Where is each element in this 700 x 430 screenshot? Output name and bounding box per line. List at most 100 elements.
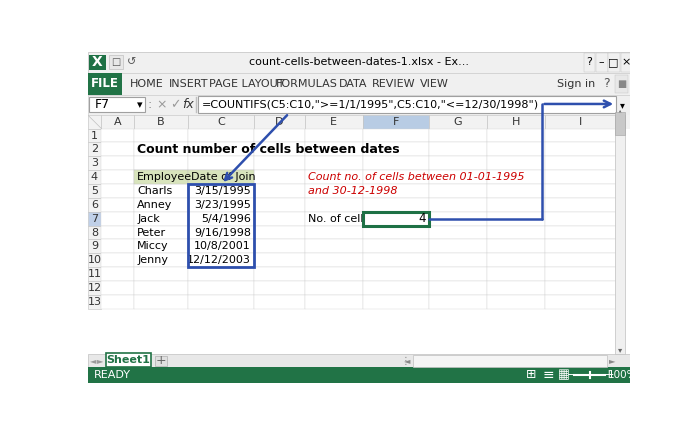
- Bar: [106, 353, 151, 367]
- Text: 100%: 100%: [608, 370, 637, 380]
- Text: –: –: [598, 57, 604, 68]
- Bar: [584, 53, 595, 72]
- Bar: [545, 170, 616, 184]
- Bar: [486, 267, 545, 281]
- Bar: [621, 53, 632, 72]
- Text: 9/16/1998: 9/16/1998: [194, 227, 251, 237]
- Bar: [486, 157, 545, 170]
- Bar: [615, 112, 624, 135]
- Bar: [486, 115, 545, 129]
- Bar: [304, 129, 363, 142]
- Bar: [134, 184, 188, 198]
- Text: HOME: HOME: [130, 79, 163, 89]
- Bar: [134, 267, 188, 281]
- Bar: [89, 55, 106, 70]
- Text: H: H: [512, 117, 520, 127]
- Text: ✓: ✓: [170, 98, 181, 111]
- Bar: [134, 142, 188, 157]
- Text: G: G: [454, 117, 462, 127]
- Bar: [88, 295, 102, 309]
- Bar: [188, 170, 254, 184]
- Bar: [363, 226, 428, 240]
- Text: READY: READY: [94, 370, 131, 380]
- Bar: [188, 142, 254, 157]
- Bar: [134, 295, 188, 309]
- Text: 2: 2: [91, 144, 98, 154]
- Text: ≡: ≡: [542, 368, 554, 382]
- Bar: [254, 212, 304, 226]
- Bar: [254, 295, 304, 309]
- Bar: [363, 115, 428, 129]
- Text: 5/4/1996: 5/4/1996: [201, 214, 251, 224]
- Bar: [88, 142, 102, 157]
- Bar: [102, 212, 134, 226]
- Bar: [88, 52, 630, 73]
- Bar: [428, 281, 486, 295]
- Text: ×: ×: [157, 98, 167, 111]
- Text: ×: ×: [622, 57, 631, 68]
- Bar: [88, 73, 630, 95]
- Text: 8: 8: [91, 227, 98, 237]
- Bar: [428, 115, 486, 129]
- Bar: [545, 253, 616, 267]
- Text: ?: ?: [603, 77, 610, 90]
- Bar: [88, 129, 102, 142]
- Bar: [102, 267, 134, 281]
- Bar: [134, 281, 188, 295]
- Bar: [304, 115, 363, 129]
- Text: Count no. of cells between 01-01-1995: Count no. of cells between 01-01-1995: [307, 172, 524, 182]
- Text: ►: ►: [609, 356, 615, 365]
- Bar: [188, 240, 254, 253]
- Text: PAGE LAYOUT: PAGE LAYOUT: [209, 79, 284, 89]
- Text: 3/23/1995: 3/23/1995: [194, 200, 251, 210]
- Text: 4: 4: [418, 212, 426, 225]
- Bar: [363, 198, 428, 212]
- Bar: [545, 129, 616, 142]
- Bar: [428, 142, 486, 157]
- Bar: [428, 295, 486, 309]
- Bar: [428, 198, 486, 212]
- Bar: [188, 212, 254, 226]
- Bar: [102, 115, 134, 129]
- Bar: [188, 267, 254, 281]
- Bar: [413, 355, 607, 366]
- Text: FORMULAS: FORMULAS: [276, 79, 338, 89]
- Text: +: +: [604, 369, 615, 381]
- Bar: [134, 170, 188, 184]
- Text: ◄: ◄: [405, 356, 411, 365]
- Bar: [109, 55, 123, 69]
- Bar: [304, 281, 363, 295]
- Text: X: X: [92, 55, 103, 69]
- Bar: [363, 253, 428, 267]
- Bar: [89, 97, 145, 112]
- Text: fx: fx: [183, 98, 194, 111]
- Bar: [304, 253, 363, 267]
- Bar: [254, 115, 304, 129]
- Bar: [188, 129, 254, 142]
- Bar: [88, 198, 102, 212]
- Text: □: □: [608, 57, 619, 68]
- Bar: [88, 115, 630, 129]
- Text: E: E: [330, 117, 337, 127]
- Bar: [188, 198, 254, 212]
- Bar: [102, 157, 134, 170]
- Bar: [126, 55, 137, 69]
- Bar: [102, 184, 134, 198]
- Bar: [428, 253, 486, 267]
- Bar: [304, 142, 363, 157]
- Bar: [88, 115, 102, 129]
- Text: Charls: Charls: [137, 186, 172, 196]
- Bar: [304, 184, 363, 198]
- Bar: [363, 267, 428, 281]
- Text: B: B: [158, 117, 165, 127]
- Text: count-cells-between-dates-1.xlsx - Ex...: count-cells-between-dates-1.xlsx - Ex...: [248, 57, 469, 68]
- Text: ■: ■: [617, 79, 626, 89]
- Bar: [304, 295, 363, 309]
- Bar: [428, 129, 486, 142]
- Text: ◄: ◄: [90, 356, 97, 365]
- Bar: [254, 184, 304, 198]
- Text: INSERT: INSERT: [169, 79, 208, 89]
- Bar: [88, 184, 102, 198]
- Bar: [197, 96, 616, 113]
- Bar: [188, 253, 254, 267]
